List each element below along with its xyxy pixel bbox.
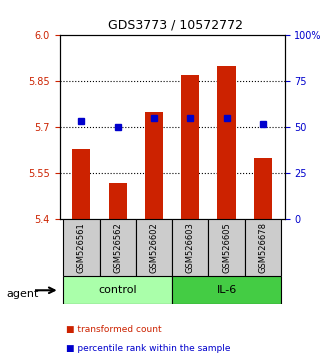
FancyBboxPatch shape <box>209 219 245 276</box>
Text: GSM526678: GSM526678 <box>259 222 267 273</box>
Bar <box>72 149 90 219</box>
Text: IL-6: IL-6 <box>216 285 237 295</box>
FancyBboxPatch shape <box>136 219 172 276</box>
Bar <box>109 183 127 219</box>
Text: agent: agent <box>7 289 39 299</box>
Text: GSM526602: GSM526602 <box>150 222 159 273</box>
Text: GSM526561: GSM526561 <box>77 222 86 273</box>
FancyBboxPatch shape <box>172 276 281 304</box>
FancyBboxPatch shape <box>63 219 100 276</box>
FancyBboxPatch shape <box>63 276 172 304</box>
FancyBboxPatch shape <box>172 219 209 276</box>
Text: ■ percentile rank within the sample: ■ percentile rank within the sample <box>66 344 231 353</box>
Bar <box>181 75 199 219</box>
FancyBboxPatch shape <box>100 219 136 276</box>
Text: GDS3773 / 10572772: GDS3773 / 10572772 <box>108 18 243 31</box>
Text: GSM526562: GSM526562 <box>113 222 122 273</box>
Text: ■ transformed count: ■ transformed count <box>66 325 162 334</box>
Bar <box>217 66 236 219</box>
Text: GSM526605: GSM526605 <box>222 222 231 273</box>
Bar <box>254 158 272 219</box>
Bar <box>145 112 163 219</box>
Text: GSM526603: GSM526603 <box>186 222 195 273</box>
Text: control: control <box>98 285 137 295</box>
FancyBboxPatch shape <box>245 219 281 276</box>
